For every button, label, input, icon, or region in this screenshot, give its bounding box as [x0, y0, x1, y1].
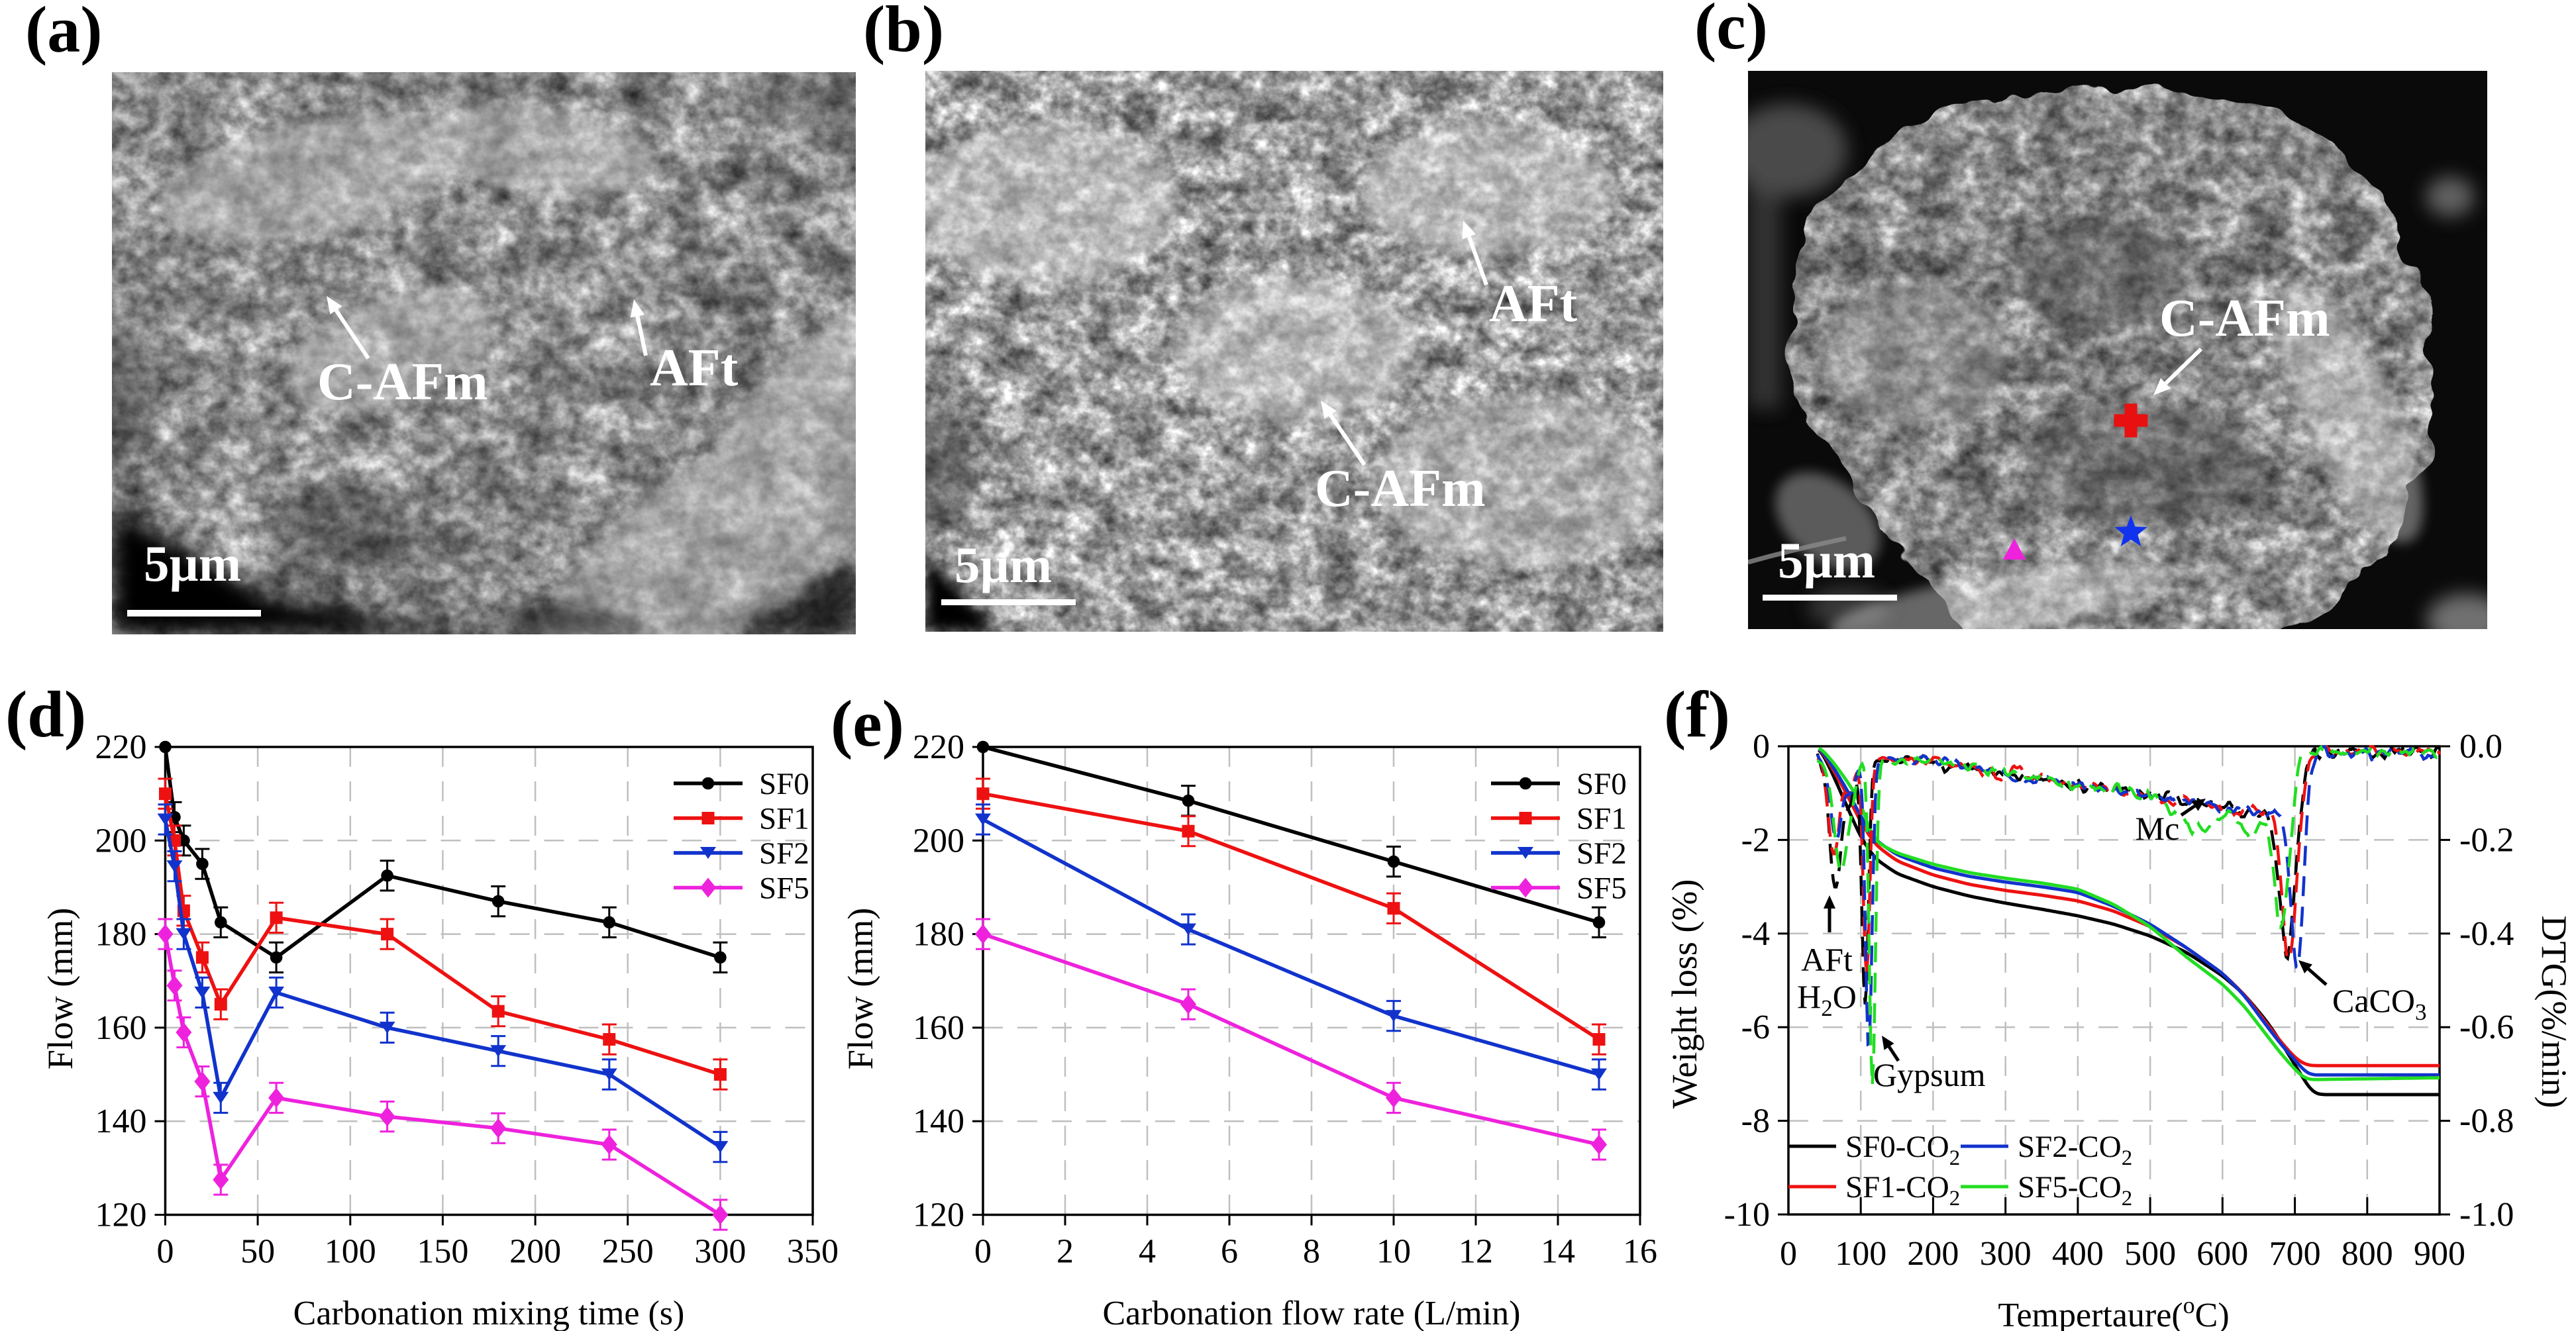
svg-text:50: 50	[240, 1233, 275, 1271]
svg-text:0: 0	[1753, 728, 1770, 765]
svg-text:200: 200	[1907, 1235, 1959, 1273]
svg-text:120: 120	[95, 1197, 147, 1234]
svg-text:-1.0: -1.0	[2459, 1196, 2514, 1234]
svg-text:SF1: SF1	[759, 802, 809, 836]
svg-text:CaCO3: CaCO3	[2332, 982, 2427, 1025]
svg-text:Carbonation mixing time (s): Carbonation mixing time (s)	[293, 1295, 685, 1331]
svg-text:Tempertaure(oC): Tempertaure(oC)	[1998, 1292, 2229, 1331]
svg-text:100: 100	[325, 1233, 376, 1271]
svg-text:500: 500	[2124, 1235, 2176, 1273]
svg-text:800: 800	[2342, 1235, 2393, 1273]
svg-text:-0.6: -0.6	[2459, 1009, 2514, 1046]
svg-text:(e): (e)	[831, 687, 904, 760]
svg-text:400: 400	[2052, 1235, 2104, 1273]
svg-text:Gypsum: Gypsum	[1873, 1056, 1986, 1093]
svg-text:14: 14	[1541, 1233, 1575, 1271]
svg-text:150: 150	[417, 1233, 468, 1271]
svg-text:220: 220	[95, 728, 147, 766]
svg-text:AFt: AFt	[1801, 941, 1853, 978]
svg-text:-8: -8	[1741, 1103, 1770, 1140]
svg-text:C-AFm: C-AFm	[1315, 460, 1486, 518]
svg-text:300: 300	[1980, 1235, 2032, 1273]
svg-text:SF0: SF0	[1576, 767, 1627, 801]
svg-text:SF2: SF2	[1576, 836, 1627, 871]
svg-text:160: 160	[913, 1009, 964, 1047]
svg-text:140: 140	[913, 1103, 964, 1140]
svg-text:-0.8: -0.8	[2459, 1103, 2514, 1140]
svg-text:220: 220	[913, 728, 964, 766]
svg-text:-0.2: -0.2	[2459, 821, 2514, 859]
svg-text:-10: -10	[1724, 1196, 1770, 1234]
svg-text:10: 10	[1376, 1233, 1411, 1271]
svg-text:(b): (b)	[863, 0, 944, 66]
svg-text:SF1-CO2: SF1-CO2	[1845, 1170, 1960, 1210]
svg-text:140: 140	[95, 1103, 147, 1140]
svg-text:H2O: H2O	[1797, 978, 1857, 1021]
svg-text:0: 0	[974, 1233, 992, 1271]
svg-text:5µm: 5µm	[144, 535, 241, 592]
svg-text:200: 200	[509, 1233, 561, 1271]
svg-text:160: 160	[95, 1009, 147, 1047]
svg-text:SF0: SF0	[759, 767, 809, 801]
svg-text:6: 6	[1221, 1233, 1238, 1271]
svg-text:(f): (f)	[1664, 677, 1730, 751]
svg-text:180: 180	[913, 916, 964, 954]
svg-text:5µm: 5µm	[954, 536, 1052, 593]
svg-text:Flow (mm): Flow (mm)	[40, 908, 80, 1070]
svg-text:8: 8	[1303, 1233, 1320, 1271]
svg-text:Weight loss (%): Weight loss (%)	[1665, 879, 1704, 1109]
svg-text:180: 180	[95, 916, 147, 954]
svg-text:SF5: SF5	[759, 871, 809, 906]
svg-text:-4: -4	[1741, 915, 1770, 953]
svg-text:12: 12	[1459, 1233, 1493, 1271]
svg-text:Carbonation flow rate (L/min): Carbonation flow rate (L/min)	[1102, 1295, 1520, 1331]
svg-text:SF2: SF2	[759, 836, 809, 871]
svg-text:AFt: AFt	[1489, 275, 1578, 333]
svg-text:2: 2	[1056, 1233, 1074, 1271]
svg-text:900: 900	[2414, 1235, 2465, 1273]
svg-text:120: 120	[913, 1197, 964, 1234]
svg-text:DTG(%/min): DTG(%/min)	[2534, 916, 2574, 1109]
svg-text:200: 200	[913, 822, 964, 860]
svg-text:AFt: AFt	[650, 339, 739, 397]
svg-text:SF5-CO2: SF5-CO2	[2018, 1170, 2132, 1210]
svg-text:(c): (c)	[1694, 0, 1768, 63]
svg-text:0: 0	[157, 1233, 174, 1271]
svg-text:600: 600	[2196, 1235, 2248, 1273]
svg-text:C-AFm: C-AFm	[2159, 289, 2330, 348]
svg-text:Mc: Mc	[2136, 810, 2180, 847]
svg-text:350: 350	[787, 1233, 839, 1271]
svg-text:5µm: 5µm	[1778, 532, 1875, 589]
svg-text:0: 0	[1780, 1235, 1797, 1273]
svg-text:16: 16	[1623, 1233, 1657, 1271]
svg-text:SF5: SF5	[1576, 871, 1627, 906]
svg-text:Flow (mm): Flow (mm)	[841, 908, 880, 1070]
svg-text:0.0: 0.0	[2459, 728, 2502, 765]
svg-text:SF2-CO2: SF2-CO2	[2018, 1130, 2132, 1170]
svg-text:300: 300	[694, 1233, 746, 1271]
svg-text:(a): (a)	[25, 0, 103, 66]
svg-text:-2: -2	[1741, 821, 1770, 859]
svg-text:-0.4: -0.4	[2459, 915, 2514, 953]
svg-text:250: 250	[602, 1233, 654, 1271]
svg-text:SF0-CO2: SF0-CO2	[1845, 1130, 1960, 1170]
svg-text:700: 700	[2269, 1235, 2321, 1273]
svg-text:C-AFm: C-AFm	[317, 353, 488, 411]
svg-text:-6: -6	[1741, 1009, 1770, 1046]
svg-text:200: 200	[95, 822, 147, 860]
svg-text:4: 4	[1139, 1233, 1156, 1271]
svg-text:100: 100	[1835, 1235, 1886, 1273]
svg-text:(d): (d)	[5, 677, 86, 751]
svg-text:SF1: SF1	[1576, 802, 1627, 836]
